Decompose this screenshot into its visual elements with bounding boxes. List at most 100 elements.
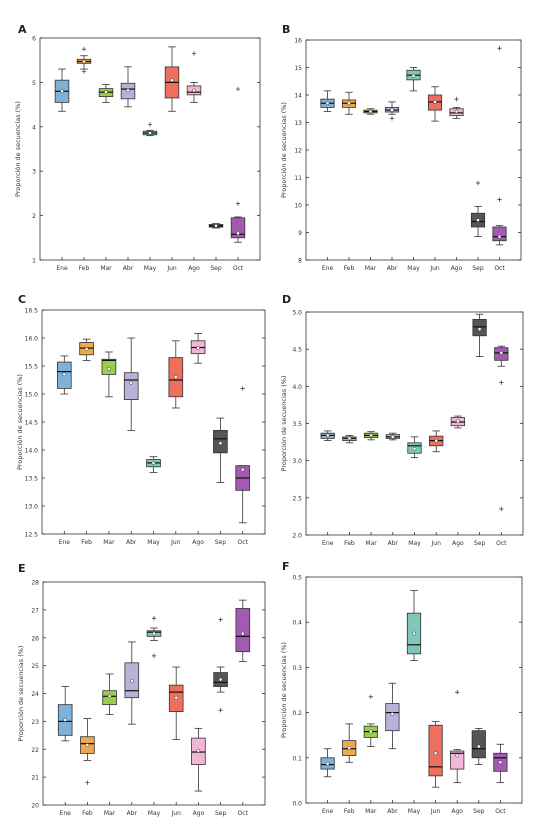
y-tick-label: 5 xyxy=(32,80,36,87)
plot-frame xyxy=(41,309,266,535)
outlier-marker xyxy=(454,96,459,102)
mean-marker xyxy=(60,89,64,94)
panel-letter: B xyxy=(282,23,290,36)
mean-marker xyxy=(325,433,330,438)
y-tick-label: 0.5 xyxy=(292,575,302,582)
mean-marker xyxy=(347,436,352,441)
box-ene xyxy=(320,748,335,778)
y-tick-label: 15.0 xyxy=(25,392,39,399)
y-tick-label: 23 xyxy=(31,719,39,726)
panel-letter: F xyxy=(282,560,290,573)
mean-marker xyxy=(497,234,502,239)
x-tick-label: Ene xyxy=(59,539,71,546)
y-tick-label: 0.2 xyxy=(292,710,302,717)
x-tick-label: May xyxy=(147,539,160,546)
mean-marker xyxy=(129,679,134,683)
outlier-marker xyxy=(499,380,504,385)
box-sep xyxy=(471,728,486,765)
chart-panel-b: B 8 9 10 11 12 13 14 15 16 Proporción de secuencia… xyxy=(280,23,522,272)
box-ene xyxy=(54,68,70,112)
x-tick-label: Ago xyxy=(451,265,463,272)
chart-panel-c: C 12.5 13.0 13.5 14.0 14.5 15.0 15.5 16.0 16.5 Pro… xyxy=(16,293,266,546)
mean-marker xyxy=(196,748,201,753)
box-may xyxy=(146,616,162,659)
y-tick-label: 16 xyxy=(294,38,302,45)
box-iqr xyxy=(428,724,443,777)
mean-marker xyxy=(174,695,179,700)
x-tick-label: Abr xyxy=(387,265,398,272)
mean-marker xyxy=(152,631,156,636)
box-mar xyxy=(363,431,379,441)
y-tick-label: 4.0 xyxy=(292,384,302,391)
box-iqr xyxy=(101,358,117,375)
x-tick-label: Jun xyxy=(429,265,440,272)
outlier-marker xyxy=(499,506,504,512)
box-jun xyxy=(429,430,444,453)
box-oct xyxy=(493,743,508,784)
chart-panel-a: A 1 2 3 4 5 6 Proporción de secuencias (%) Ene Fe… xyxy=(14,23,261,272)
y-tick-label: 8 xyxy=(298,258,302,265)
mean-marker xyxy=(218,677,223,682)
x-tick-label: Jun xyxy=(431,540,442,547)
y-axis-label: Proporción de secuencias (%) xyxy=(16,374,24,470)
box-feb xyxy=(76,46,92,74)
mean-marker xyxy=(325,761,330,766)
box-feb xyxy=(342,434,357,444)
mean-marker xyxy=(434,438,439,443)
y-tick-label: 3 xyxy=(32,169,36,176)
mean-marker xyxy=(454,109,459,114)
y-tick-label: 12 xyxy=(294,148,302,155)
outlier-marker xyxy=(151,653,157,659)
y-tick-label: 20 xyxy=(31,803,39,810)
mean-marker xyxy=(455,753,460,758)
box-may xyxy=(407,436,422,459)
y-tick-label: 0.4 xyxy=(292,620,302,627)
mean-marker xyxy=(85,743,90,747)
box-ene xyxy=(56,355,72,395)
x-tick-label: Feb xyxy=(344,540,355,547)
mean-marker xyxy=(325,101,330,106)
y-tick-label: 1 xyxy=(32,258,36,265)
box-ago xyxy=(190,333,206,364)
mean-marker xyxy=(347,746,352,750)
outlier-marker xyxy=(235,201,241,206)
box-mar xyxy=(363,108,378,115)
y-tick-label: 6 xyxy=(32,36,36,43)
box-abr xyxy=(123,337,139,431)
y-tick-label: 0.0 xyxy=(292,801,302,808)
box-abr xyxy=(385,682,400,750)
box-iqr xyxy=(230,217,246,239)
x-tick-label: May xyxy=(407,265,420,272)
box-mar xyxy=(101,351,117,398)
x-tick-label: Sep xyxy=(474,540,486,547)
box-sep xyxy=(213,417,228,483)
x-tick-label: Mar xyxy=(365,265,377,272)
outlier-marker xyxy=(81,69,87,74)
box-abr xyxy=(124,641,140,725)
mean-marker xyxy=(63,718,68,722)
x-tick-label: Mar xyxy=(365,808,377,815)
box-feb xyxy=(341,91,357,115)
box-sep xyxy=(213,617,228,713)
outlier-marker xyxy=(455,690,460,695)
x-tick-label: Mar xyxy=(100,265,112,272)
y-axis-label: Proporción de secuencias (%) xyxy=(280,102,288,198)
mean-marker xyxy=(477,327,482,331)
panel-letter: A xyxy=(18,23,27,36)
x-tick-label: Ago xyxy=(193,810,205,817)
mean-marker xyxy=(170,78,174,83)
outlier-marker xyxy=(389,116,395,121)
x-tick-label: May xyxy=(144,265,157,272)
box-jun xyxy=(428,721,443,788)
x-tick-label: Mar xyxy=(365,540,377,547)
x-tick-label: Oct xyxy=(495,808,506,815)
y-axis-label: Proporción de secuencias (%) xyxy=(280,376,288,472)
x-tick-label: Oct xyxy=(233,265,244,272)
plot-frame xyxy=(42,581,266,806)
y-tick-label: 28 xyxy=(31,580,39,587)
y-tick-label: 12.5 xyxy=(25,532,39,539)
y-tick-label: 0.1 xyxy=(292,755,302,762)
mean-marker xyxy=(412,631,416,636)
mean-marker xyxy=(82,59,86,64)
